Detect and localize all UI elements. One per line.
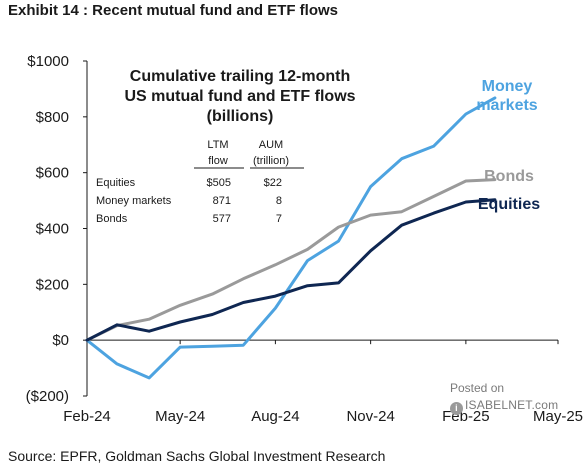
- table-row-label: Equities: [96, 177, 136, 189]
- table-row-label: Bonds: [96, 213, 128, 225]
- table-row-aum: $22: [264, 177, 282, 189]
- chart-title-line: (billions): [207, 108, 274, 125]
- y-tick-label: $200: [36, 276, 69, 293]
- y-tick-label: $600: [36, 165, 69, 182]
- chart-title-line: Cumulative trailing 12-month: [130, 68, 350, 85]
- table-header-top: AUM: [259, 139, 283, 151]
- series-label-money-markets: Money: [482, 78, 533, 95]
- series-line-bonds: [85, 178, 497, 342]
- table-header-top: LTM: [207, 139, 228, 151]
- exhibit-title: Exhibit 14 : Recent mutual fund and ETF …: [8, 2, 339, 19]
- watermark-logo-icon: i: [450, 402, 463, 415]
- x-tick-label: May-24: [155, 408, 205, 425]
- series-layer: [85, 96, 497, 380]
- series-labels: Money markets Bonds Equities: [476, 78, 540, 213]
- table-row-flow: $505: [207, 177, 231, 189]
- inset-table: Cumulative trailing 12-month US mutual fu…: [96, 68, 356, 225]
- x-tick-label: Nov-24: [346, 408, 394, 425]
- x-tick-label: Feb-24: [63, 408, 111, 425]
- y-tick-label: $400: [36, 221, 69, 238]
- table-header-bottom: (trillion): [253, 155, 289, 167]
- x-tick-label: May-25: [533, 408, 583, 425]
- watermark-site: i ISABELNET.com: [450, 398, 558, 415]
- table-row-label: Money markets: [96, 195, 172, 207]
- series-label-bonds: Bonds: [484, 168, 534, 185]
- series-label-equities: Equities: [478, 196, 540, 213]
- watermark-line1: Posted on: [450, 381, 505, 395]
- source-note: Source: EPFR, Goldman Sachs Global Inves…: [8, 448, 386, 464]
- table-row-aum: 7: [276, 213, 282, 225]
- table-row-flow: 577: [213, 213, 231, 225]
- chart-title-line: US mutual fund and ETF flows: [124, 88, 355, 105]
- axis-layer: ($200) $0 $200 $400 $600 $800 $1000 Feb-24 May-2…: [26, 53, 583, 425]
- y-tick-label: $800: [36, 109, 69, 126]
- y-tick-label: $0: [52, 332, 69, 349]
- x-tick-label: Aug-24: [251, 408, 299, 425]
- watermark-line2: ISABELNET.com: [465, 398, 559, 412]
- watermark: Posted on i ISABELNET.com: [450, 381, 558, 415]
- table-row-aum: 8: [276, 195, 282, 207]
- y-tick-label: $1000: [27, 53, 69, 70]
- series-line-equities: [85, 198, 497, 342]
- series-line-money-markets: [85, 96, 497, 380]
- table-row-flow: 871: [213, 195, 231, 207]
- series-label-money-markets: markets: [476, 97, 537, 114]
- table-header-bottom: flow: [208, 155, 228, 167]
- y-tick-label: ($200): [26, 388, 69, 405]
